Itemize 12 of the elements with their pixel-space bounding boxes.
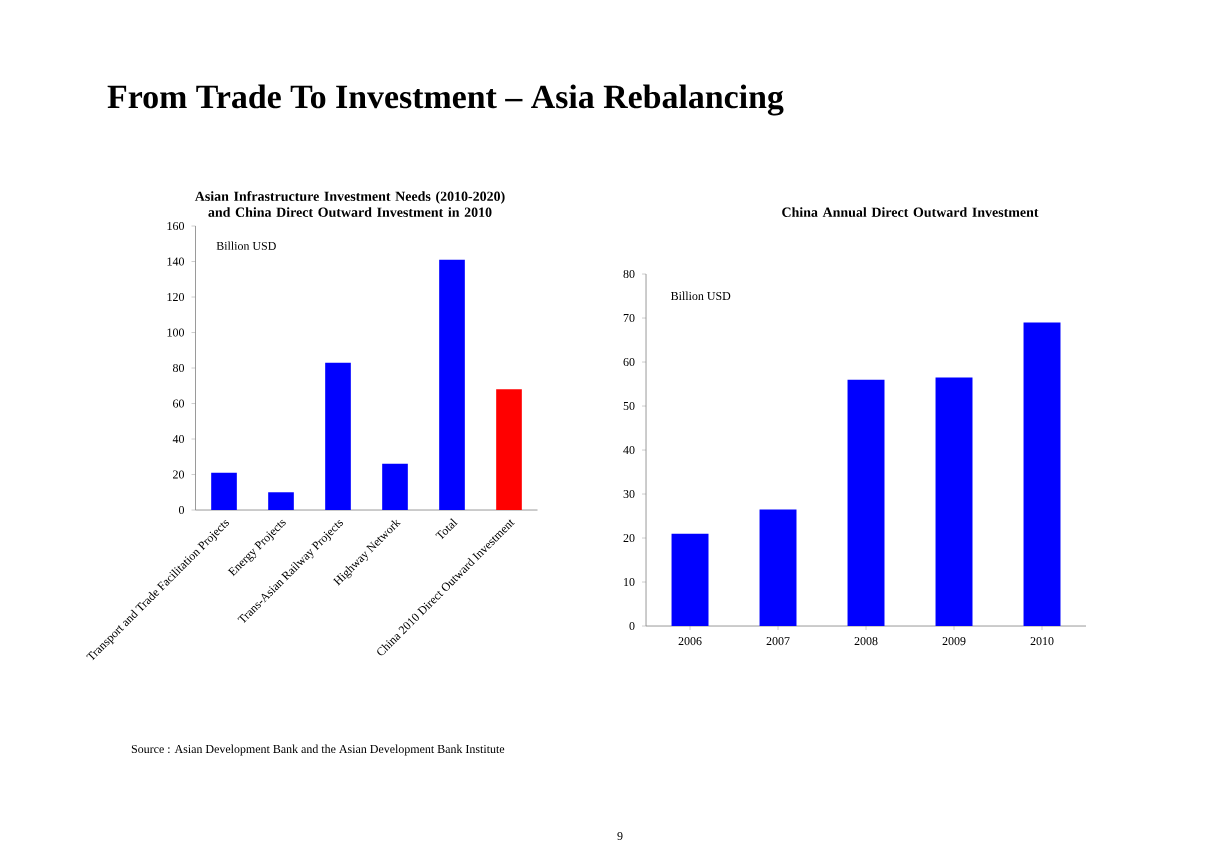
bar — [325, 362, 351, 511]
bar — [439, 259, 465, 511]
bar — [268, 492, 294, 511]
bar — [382, 463, 408, 511]
bar — [935, 377, 973, 627]
bar — [1023, 322, 1061, 627]
bar — [759, 509, 797, 627]
bar — [211, 472, 237, 511]
bar — [671, 533, 709, 627]
bar — [496, 389, 522, 511]
bar — [847, 379, 885, 627]
text: From Trade To Investment – Asia Rebalancing — [107, 84, 784, 116]
